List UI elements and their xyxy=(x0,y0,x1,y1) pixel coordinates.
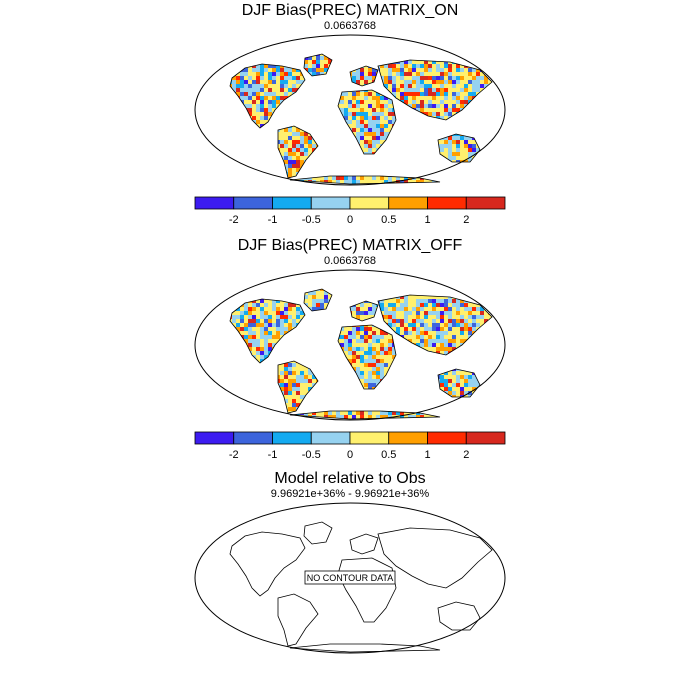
australia-coastline xyxy=(437,368,481,398)
colorbar-swatch xyxy=(272,196,312,210)
panel3-subtitle: 9.96921e+36% - 9.96921e+36% xyxy=(270,488,430,500)
europe-coastline xyxy=(349,300,379,322)
colorbar-tick-label: 0 xyxy=(347,214,353,226)
colorbar-swatch xyxy=(310,196,351,210)
colorbar-swatch xyxy=(272,431,312,445)
colorbar-tick-label: 0.5 xyxy=(381,214,396,226)
greenland-coastline xyxy=(303,521,333,545)
europe-coastline xyxy=(349,65,379,87)
colorbar-swatch xyxy=(310,431,351,445)
panel1-map xyxy=(194,34,506,186)
australia-coastline xyxy=(437,601,481,631)
asia-coastline xyxy=(377,527,493,589)
africa-coastline xyxy=(337,557,397,623)
africa-coastline xyxy=(337,324,397,390)
south-america-coastline xyxy=(277,360,319,414)
colorbar-tick-label: 1 xyxy=(424,214,430,226)
antarctica-coastline xyxy=(289,643,441,653)
colorbar-swatch xyxy=(465,196,506,210)
colorbar-swatch xyxy=(194,196,235,210)
greenland-coastline xyxy=(303,288,333,312)
asia-coastline xyxy=(377,294,493,356)
colorbar-tick-label: 1 xyxy=(424,449,430,461)
panel2-title: DJF Bias(PREC) MATRIX_OFF xyxy=(237,237,463,254)
colorbar-swatch xyxy=(233,196,273,210)
colorbar-tick-label: 0.5 xyxy=(381,449,396,461)
panel1-title: DJF Bias(PREC) MATRIX_ON xyxy=(241,2,459,19)
antarctica-coastline xyxy=(289,175,441,185)
colorbar-tick-label: -2 xyxy=(229,449,239,461)
north-america-coastline xyxy=(229,298,306,364)
panel1-subtitle: 0.0663768 xyxy=(324,20,376,32)
colorbar-tick-label: -1 xyxy=(268,449,278,461)
colorbar-tick-label: 2 xyxy=(463,214,469,226)
panel2-map xyxy=(194,269,506,421)
colorbar-tick-label: -0.5 xyxy=(302,449,321,461)
panel3-map: NO CONTOUR DATA xyxy=(194,502,506,654)
colorbar-tick-label: -0.5 xyxy=(302,214,321,226)
panel1-colorbar: -2 -1 -0.5 0 0.5 1 2 xyxy=(194,196,506,226)
colorbar-tick-label: 2 xyxy=(463,449,469,461)
colorbar-swatch xyxy=(388,196,428,210)
colorbar-tick-label: 0 xyxy=(347,449,353,461)
colorbar-tick-label: -2 xyxy=(229,214,239,226)
panel2-colorbar: -2 -1 -0.5 0 0.5 1 2 xyxy=(194,431,506,461)
map-border xyxy=(194,34,506,186)
map-border xyxy=(194,269,506,421)
africa-coastline xyxy=(337,89,397,155)
panel2-subtitle: 0.0663768 xyxy=(324,255,376,267)
colorbar-swatch xyxy=(349,431,390,445)
no-contour-data-label: NO CONTOUR DATA xyxy=(307,573,394,583)
colorbar-swatch xyxy=(427,431,467,445)
colorbar-swatch xyxy=(194,431,235,445)
australia-coastline xyxy=(437,133,481,163)
greenland-coastline xyxy=(303,53,333,77)
colorbar-swatch xyxy=(427,196,467,210)
colorbar-swatch xyxy=(349,196,390,210)
europe-coastline xyxy=(349,533,379,555)
colorbar-swatch xyxy=(233,431,273,445)
colorbar-swatch xyxy=(465,431,506,445)
south-america-coastline xyxy=(277,593,319,647)
panel3-title: Model relative to Obs xyxy=(274,470,426,487)
no-data-box xyxy=(304,570,396,585)
south-america-coastline xyxy=(277,125,319,179)
north-america-coastline xyxy=(229,531,306,597)
asia-coastline xyxy=(377,59,493,121)
antarctica-coastline xyxy=(289,410,441,420)
north-america-coastline xyxy=(229,63,306,129)
colorbar-tick-label: -1 xyxy=(268,214,278,226)
colorbar-swatch xyxy=(388,431,428,445)
map-border xyxy=(194,502,506,654)
